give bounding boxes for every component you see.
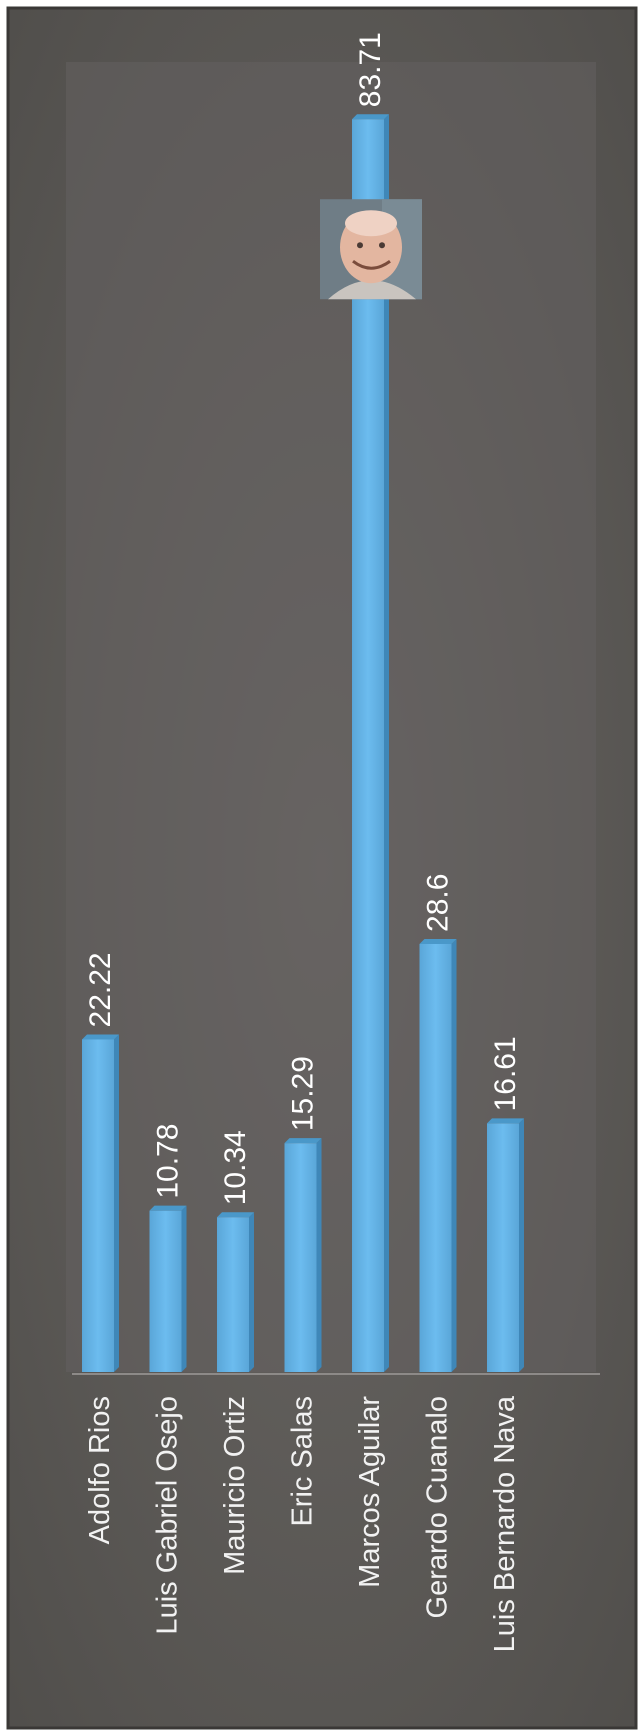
bar-top-luis-gabriel-osejo [149,1205,187,1211]
bars-group [82,114,524,1372]
bar-top-luis-bernardo-nava [487,1118,524,1124]
bar-side-mauricio-ortiz [249,1212,254,1372]
category-label-eric-salas: Eric Salas [287,1396,319,1527]
value-label-marcos-aguilar: 83.71 [354,32,387,107]
bar-luis-gabriel-osejo [149,1210,182,1372]
value-label-adolfo-rios: 22.22 [84,952,117,1027]
avatar [320,199,422,300]
bar-side-luis-gabriel-osejo [181,1205,187,1372]
bar-side-luis-bernardo-nava [519,1118,524,1372]
category-labels-group: Adolfo Rios Luis Gabriel Osejo Mauricio Or… [84,1395,521,1652]
bar-side-eric-salas [316,1138,322,1372]
bar-mauricio-ortiz [217,1217,249,1372]
bar-top-adolfo-rios [82,1034,119,1040]
bar-side-adolfo-rios [114,1034,119,1372]
bar-top-marcos-aguilar [352,114,389,120]
category-label-gerardo-cuanalo: Gerardo Cuanalo [422,1396,454,1618]
category-label-mauricio-ortiz: Mauricio Ortiz [219,1396,251,1575]
bar-side-gerardo-cuanalo [451,938,457,1372]
category-label-luis-bernardo-nava: Luis Bernardo Nava [489,1395,521,1652]
bar-top-mauricio-ortiz [217,1212,254,1218]
bar-marcos-aguilar [352,119,384,1372]
value-label-gerardo-cuanalo: 28.6 [422,874,455,932]
category-label-marcos-aguilar: Marcos Aguilar [354,1396,386,1588]
value-labels-group: 22.22 10.78 10.34 15.29 83.71 28.6 16.61 [84,32,522,1205]
value-label-luis-bernardo-nava: 16.61 [489,1036,522,1111]
bar-luis-bernardo-nava [487,1123,519,1372]
category-label-luis-gabriel-osejo: Luis Gabriel Osejo [152,1396,184,1635]
value-label-luis-gabriel-osejo: 10.78 [152,1124,185,1199]
bar-eric-salas [284,1143,317,1372]
value-label-eric-salas: 15.29 [287,1056,320,1131]
bar-top-eric-salas [284,1138,322,1144]
bar-gerardo-cuanalo [419,943,452,1372]
bar-top-gerardo-cuanalo [419,938,457,944]
bar-adolfo-rios [82,1039,114,1372]
bar-side-marcos-aguilar [384,114,389,1372]
value-label-mauricio-ortiz: 10.34 [219,1130,252,1205]
category-label-adolfo-rios: Adolfo Rios [84,1396,116,1544]
